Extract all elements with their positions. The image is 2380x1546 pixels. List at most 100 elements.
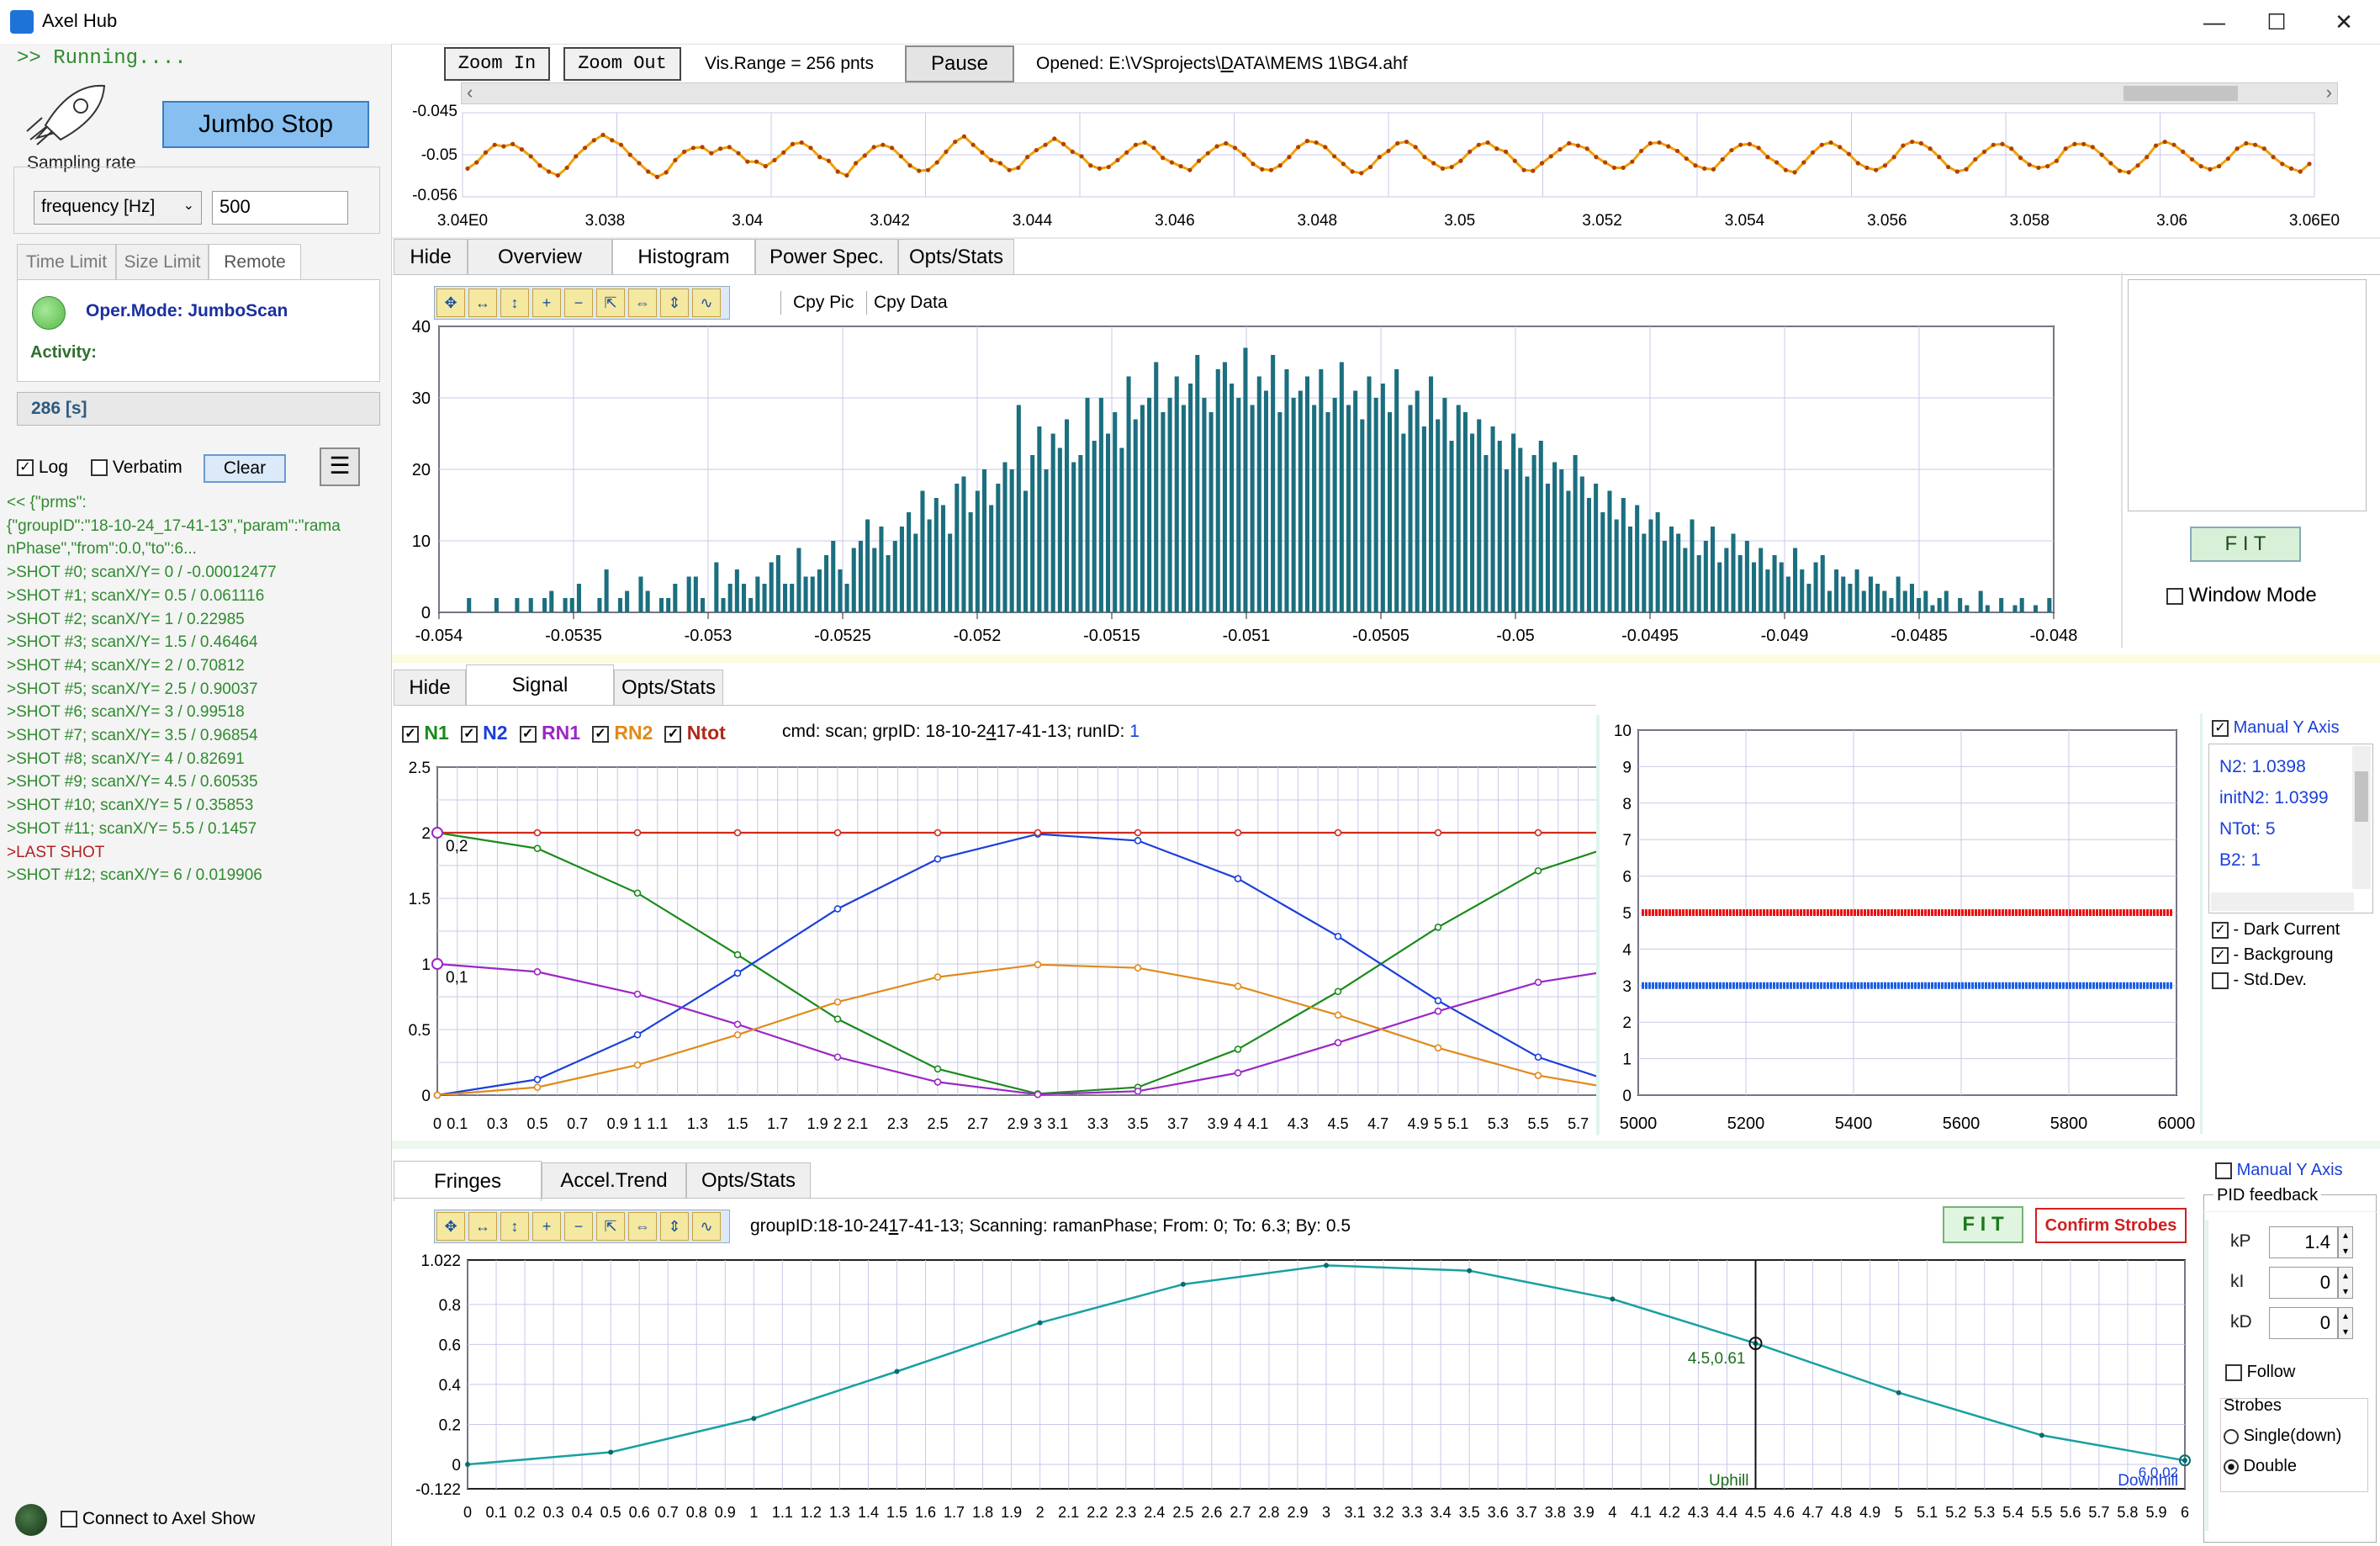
fr-zoom-in-icon[interactable]: +: [532, 1212, 561, 1241]
ki-spinner[interactable]: ▴ ▾: [2338, 1267, 2353, 1299]
splitter-1[interactable]: [392, 654, 2380, 663]
zoom-out-button[interactable]: Zoom Out: [563, 47, 681, 81]
fr-fit-y-icon[interactable]: ⇕: [660, 1212, 689, 1241]
kd-input[interactable]: 0: [2269, 1307, 2338, 1339]
fr-autoscale-icon[interactable]: ⇱: [596, 1212, 625, 1241]
stats-scrollbar[interactable]: [2352, 746, 2371, 889]
fr-zoom-out-icon[interactable]: −: [564, 1212, 593, 1241]
signal-splitter[interactable]: [1596, 715, 1600, 1136]
legend-item-n1[interactable]: ✓ N1: [402, 722, 449, 744]
ki-input[interactable]: 0: [2269, 1267, 2338, 1299]
fringes-tab-fringes[interactable]: Fringes: [394, 1161, 542, 1201]
pan-icon[interactable]: ✥: [436, 289, 465, 317]
window-mode-checkbox[interactable]: Window Mode: [2166, 584, 2317, 607]
histogram-bar: [1415, 390, 1420, 612]
signal-xtick: 5.1: [1447, 1115, 1468, 1132]
fringes-fit-button[interactable]: F I T: [1943, 1206, 2023, 1243]
stats-scroll-thumb[interactable]: [2355, 771, 2368, 822]
jumbo-stop-button[interactable]: Jumbo Stop: [162, 101, 369, 148]
legend-item-rn1[interactable]: ✓ RN1: [519, 722, 580, 744]
scroll-left-icon[interactable]: ‹: [467, 82, 473, 103]
tab-power-spec[interactable]: Power Spec.: [755, 239, 898, 274]
histogram-bar: [879, 527, 884, 612]
legend-item-ntot[interactable]: ✓ Ntot: [664, 722, 726, 744]
close-button[interactable]: ✕: [2335, 9, 2353, 34]
fringe-point: [894, 1369, 900, 1374]
scroll-right-icon[interactable]: ›: [2325, 82, 2332, 103]
histogram-bar: [1594, 484, 1599, 612]
tab-size-limit[interactable]: Size Limit: [116, 244, 209, 279]
fr-pan-y-icon[interactable]: ↕: [500, 1212, 529, 1241]
fr-fit-x-icon[interactable]: ⇔: [628, 1212, 657, 1241]
fringe-xtick: 3.3: [1402, 1504, 1423, 1521]
pause-button[interactable]: Pause: [905, 45, 1014, 82]
kd-spinner[interactable]: ▴ ▾: [2338, 1307, 2353, 1339]
stats-hscrollbar[interactable]: [2211, 892, 2354, 911]
confirm-strobes-button[interactable]: Confirm Strobes: [2035, 1208, 2187, 1243]
kp-spinner[interactable]: ▴ ▾: [2338, 1226, 2353, 1258]
fringes-tab-accel-trend[interactable]: Accel.Trend: [542, 1162, 686, 1198]
log-checkbox[interactable]: ✓ Log: [17, 458, 68, 478]
strip-point: [934, 160, 939, 165]
follow-checkbox[interactable]: Follow: [2225, 1363, 2295, 1382]
bg-xtick: 5400: [1835, 1114, 1873, 1133]
fit-y-icon[interactable]: ⇕: [660, 289, 689, 317]
signal-option[interactable]: - Std.Dev.: [2212, 967, 2340, 993]
strip-point: [2045, 164, 2050, 169]
signal-xtick: 1: [633, 1115, 642, 1132]
pan-x-icon[interactable]: ↔: [468, 289, 497, 317]
signal-option[interactable]: ✓ - Backgroung: [2212, 942, 2340, 967]
legend-item-rn2[interactable]: ✓ RN2: [592, 722, 653, 744]
tab-time-limit[interactable]: Time Limit: [17, 244, 116, 279]
tab-overview[interactable]: Overview: [468, 239, 612, 274]
wave-icon[interactable]: ∿: [692, 289, 721, 317]
signal-tab-opts[interactable]: Opts/Stats: [614, 670, 723, 705]
tab-remote[interactable]: Remote: [209, 244, 301, 279]
sampling-value-input[interactable]: 500: [212, 191, 348, 225]
series-point: [533, 968, 542, 976]
tab-histogram[interactable]: Histogram: [612, 239, 755, 274]
single-radio[interactable]: Single(down): [2224, 1427, 2341, 1446]
copy-pic-button[interactable]: Cpy Pic: [780, 291, 854, 315]
maximize-button[interactable]: ☐: [2266, 9, 2287, 34]
minimize-button[interactable]: —: [2203, 9, 2225, 34]
strip-point: [1702, 166, 1707, 171]
histogram-bar: [1834, 569, 1839, 612]
stats-list[interactable]: N2: 1.0398 initN2: 1.0399 NTot: 5 B2: 1: [2208, 744, 2373, 913]
signal-tab-signal[interactable]: Signal: [466, 664, 614, 705]
fr-pan-icon[interactable]: ✥: [436, 1212, 465, 1241]
signal-manual-y-checkbox[interactable]: ✓ Manual Y Axis: [2212, 718, 2340, 738]
fit-button[interactable]: F I T: [2190, 527, 2301, 562]
scroll-thumb[interactable]: [2123, 86, 2238, 101]
fringes-manual-y-checkbox[interactable]: Manual Y Axis: [2215, 1161, 2343, 1180]
hist-xtick: -0.0485: [1891, 627, 1948, 645]
signal-xtick: 0.7: [567, 1115, 588, 1132]
fit-x-icon[interactable]: ⇔: [628, 289, 657, 317]
splitter-2[interactable]: [392, 1141, 2380, 1149]
zoom-in-button[interactable]: Zoom In: [444, 47, 550, 81]
fr-wave-icon[interactable]: ∿: [692, 1212, 721, 1241]
autoscale-icon[interactable]: ⇱: [596, 289, 625, 317]
pan-y-icon[interactable]: ↕: [500, 289, 529, 317]
tab-hide[interactable]: Hide: [394, 239, 468, 274]
tab-opts-stats[interactable]: Opts/Stats: [898, 239, 1014, 274]
series-point: [1134, 964, 1142, 972]
verbatim-checkbox[interactable]: Verbatim: [91, 458, 182, 478]
zoom-out-icon[interactable]: −: [564, 289, 593, 317]
strip-point: [1503, 149, 1509, 154]
signal-tab-hide[interactable]: Hide: [394, 670, 466, 705]
clear-button[interactable]: Clear: [204, 454, 286, 483]
strip-xtick: 3.05: [1444, 212, 1475, 230]
legend-item-n2[interactable]: ✓ N2: [460, 722, 508, 744]
double-radio[interactable]: Double: [2224, 1457, 2297, 1476]
zoom-in-icon[interactable]: +: [532, 289, 561, 317]
hamburger-icon[interactable]: ☰: [320, 447, 360, 486]
copy-data-button[interactable]: Cpy Data: [866, 291, 948, 315]
sampling-mode-select[interactable]: frequency [Hz] ⌄: [34, 191, 202, 225]
signal-option[interactable]: ✓ - Dark Current: [2212, 917, 2340, 942]
strip-scrollbar[interactable]: ‹ ›: [461, 82, 2338, 104]
connect-checkbox[interactable]: Connect to Axel Show: [61, 1509, 255, 1529]
fr-pan-x-icon[interactable]: ↔: [468, 1212, 497, 1241]
kp-input[interactable]: 1.4: [2269, 1226, 2338, 1258]
fringes-tab-opts[interactable]: Opts/Stats: [686, 1162, 811, 1198]
